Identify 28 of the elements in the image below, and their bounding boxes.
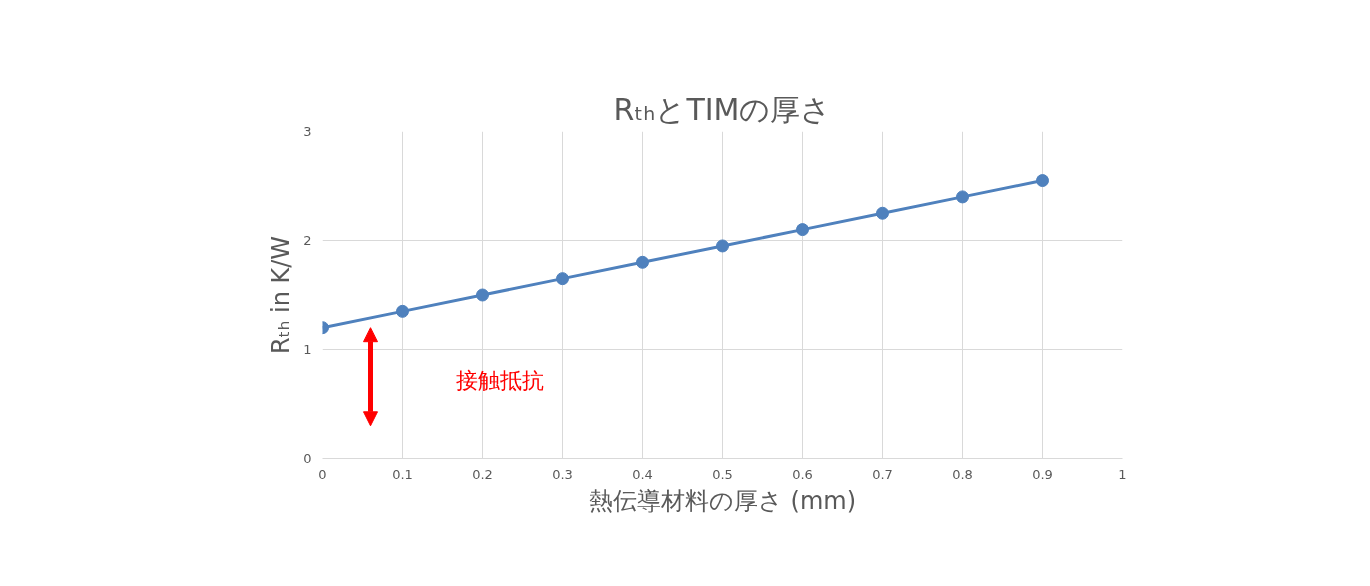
x-tick-label: 0.1 bbox=[392, 466, 413, 482]
point bbox=[636, 255, 649, 269]
x-tick-label: 0 bbox=[318, 466, 327, 482]
y-tick-label: 1 bbox=[303, 342, 312, 357]
point bbox=[476, 288, 489, 302]
x-tick-label: 0.5 bbox=[712, 466, 733, 482]
point bbox=[396, 304, 409, 318]
x-tick-label: 0.2 bbox=[472, 466, 493, 482]
point bbox=[796, 223, 809, 237]
x-tick-label: 1 bbox=[1118, 466, 1127, 482]
y-tick-label: 0 bbox=[303, 451, 312, 466]
y-tick-label: 2 bbox=[303, 233, 312, 248]
x-tick-label: 0.3 bbox=[552, 466, 573, 482]
x-tick-label: 0.9 bbox=[1032, 466, 1053, 482]
y-axis-title: Rₜₕ in K/W bbox=[267, 235, 296, 355]
point bbox=[1036, 174, 1049, 188]
x-axis-title: 熱伝導材料の厚さ (mm) bbox=[588, 486, 857, 515]
x-tick-label: 0.4 bbox=[632, 466, 653, 482]
point bbox=[716, 239, 729, 253]
chart-title: RₜₕとTIMの厚さ bbox=[613, 91, 832, 127]
x-tick-label: 0.7 bbox=[872, 466, 893, 482]
point bbox=[556, 272, 569, 286]
point bbox=[876, 206, 889, 220]
x-tick-label: 0.6 bbox=[792, 466, 813, 482]
x-tick-label: 0.8 bbox=[952, 466, 973, 482]
y-tick-label: 3 bbox=[303, 124, 312, 139]
annotation: 接触抵抗 bbox=[455, 367, 544, 393]
point bbox=[956, 190, 969, 204]
